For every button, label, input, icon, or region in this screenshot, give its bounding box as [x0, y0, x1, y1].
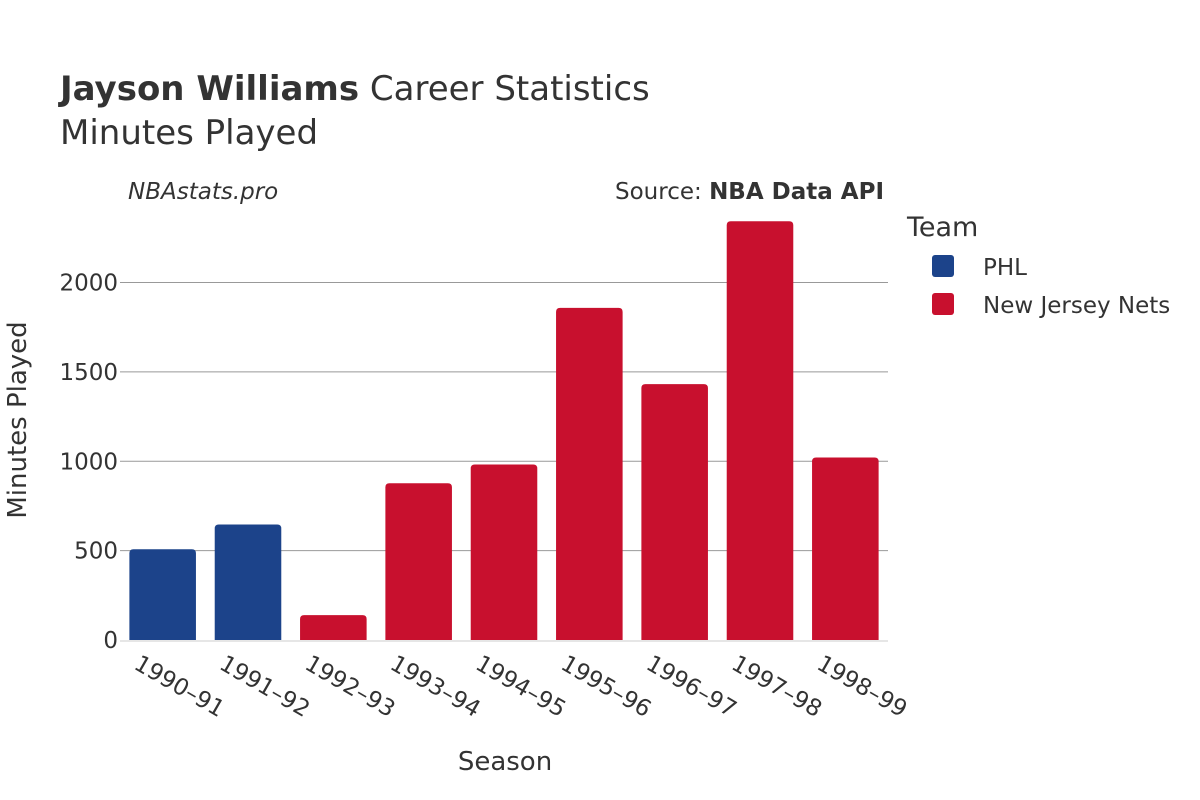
bar-1996–97[interactable]: [641, 384, 708, 640]
legend-swatch-new-jersey-nets: [932, 293, 954, 315]
bar-1998–99[interactable]: [812, 457, 879, 640]
y-tick-label: 2000: [59, 271, 118, 297]
legend-item-phl[interactable]: PHL: [932, 255, 1027, 281]
y-tick-label: 500: [74, 539, 118, 565]
x-tick-label: 1992–93: [300, 651, 399, 723]
bar-1997–98[interactable]: [726, 221, 794, 640]
source-prefix: Source:: [615, 179, 709, 205]
bar-1992–93[interactable]: [300, 615, 367, 640]
title-spacer: [359, 69, 370, 109]
title-suffix: Career Statistics: [370, 69, 650, 109]
x-axis-label: Season: [458, 747, 552, 777]
x-tick-label: 1996–97: [642, 651, 741, 723]
y-tick-label: 1000: [59, 449, 118, 475]
legend-label-new-jersey-nets: New Jersey Nets: [983, 293, 1170, 319]
chart-title: Jayson Williams Career Statistics: [58, 69, 650, 109]
x-tick-label: 1993–94: [386, 651, 485, 723]
x-axis-ticks: 1990–911991–921992–931993–941994–951995–…: [130, 651, 912, 723]
source-credit: Source: NBA Data API: [615, 179, 884, 205]
legend-item-new-jersey-nets[interactable]: New Jersey Nets: [932, 293, 1170, 319]
y-tick-label: 1500: [59, 360, 118, 386]
legend-swatch-phl: [932, 255, 954, 277]
site-credit: NBAstats.pro: [128, 179, 278, 205]
x-tick-label: 1991–92: [215, 651, 314, 723]
y-tick-label: 0: [103, 628, 118, 654]
legend-title: Team: [906, 212, 978, 243]
x-tick-label: 1995–96: [556, 651, 655, 723]
bar-1993–94[interactable]: [385, 483, 452, 640]
legend-label-phl: PHL: [983, 255, 1027, 281]
x-tick-label: 1990–91: [130, 651, 229, 723]
bar-1995–96[interactable]: [556, 307, 623, 640]
bar-1990–91[interactable]: [129, 549, 196, 640]
source-name: NBA Data API: [709, 179, 884, 205]
player-name: Jayson Williams: [58, 69, 359, 109]
legend: Team PHL New Jersey Nets: [906, 212, 1170, 319]
x-tick-label: 1998–99: [812, 651, 911, 723]
chart-subtitle: Minutes Played: [60, 113, 318, 153]
x-tick-label: 1994–95: [471, 651, 570, 723]
bars: [129, 221, 879, 640]
x-tick-label: 1997–98: [727, 651, 826, 723]
bar-1991–92[interactable]: [214, 524, 282, 640]
y-axis-ticks: 0 500 1000 1500 2000: [59, 271, 118, 654]
bar-1994–95[interactable]: [470, 464, 538, 640]
y-axis-label: Minutes Played: [3, 321, 33, 518]
